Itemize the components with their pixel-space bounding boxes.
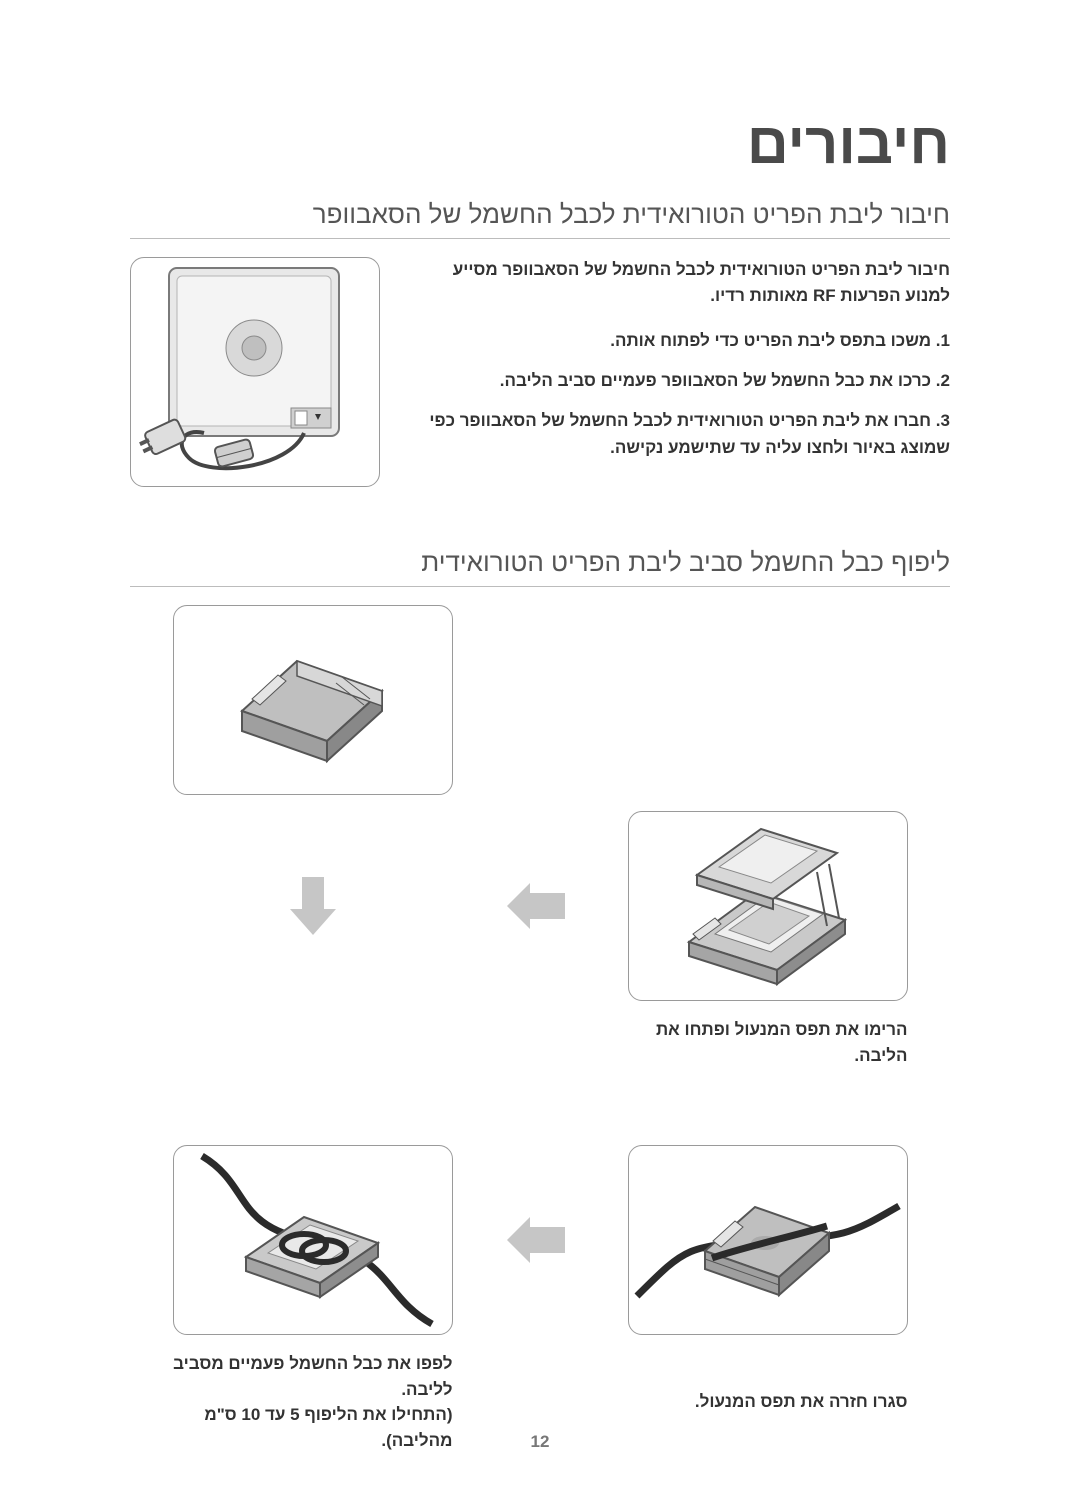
section1-title: חיבור ליבת הפריט הטורואידית לכבל החשמל ש… [130,199,950,230]
page-title: חיבורים [130,110,950,177]
step-3: 3. חברו את ליבת הפריט הטורואידית לכבל הח… [410,408,950,461]
page-number: 12 [0,1432,1080,1452]
diagram-step4 [628,1145,908,1335]
caption-close-lock: סגרו חזרה את תפס המנעול. [628,1389,908,1415]
section1-figure [130,257,380,487]
diagram-step2 [628,811,908,1001]
arrow-left-icon [505,881,575,931]
divider [130,238,950,239]
arrow-down-icon [288,871,338,941]
diagram-step3 [173,1145,453,1335]
arrow-left-icon [505,1215,575,1265]
caption-wrap-line1: לפפו את כבל החשמל פעמיים מסביב לליבה. [173,1354,452,1399]
diagram-step1 [173,605,453,795]
divider [130,586,950,587]
step-2: 2. כרכו את כבל החשמל של הסאבוופר פעמיים … [410,368,950,394]
section2-title: ליפוף כבל החשמל סביב ליבת הפריט הטורואיד… [130,547,950,578]
step-1: 1. משכו בתפס ליבת הפריט כדי לפתוח אותה. [410,328,950,354]
section1-intro: חיבור ליבת הפריט הטורואידית לכבל החשמל ש… [410,257,950,310]
caption-open-core: הרימו את תפס המנעול ופתחו את הליבה. [628,1017,908,1068]
